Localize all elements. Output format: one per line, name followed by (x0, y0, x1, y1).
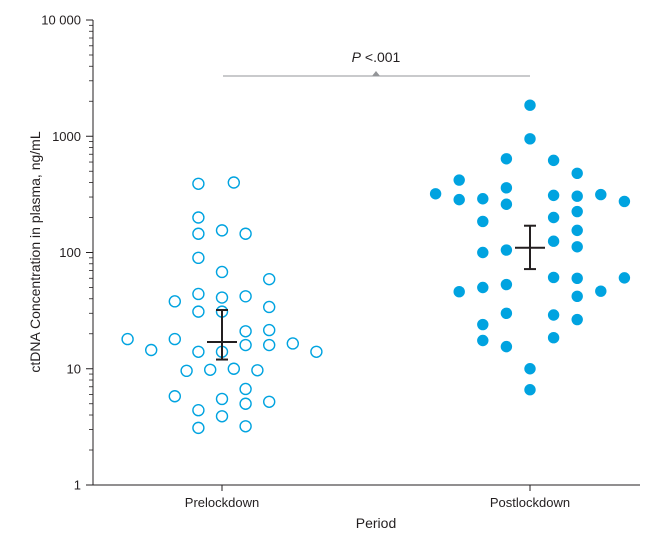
prelockdown-point (263, 272, 276, 286)
postlockdown-point (524, 384, 536, 396)
postlockdown-point (571, 290, 583, 302)
postlockdown-point (453, 193, 465, 206)
postlockdown-point (500, 307, 513, 319)
prelockdown-point (192, 403, 205, 417)
postlockdown-point (500, 244, 513, 256)
prelockdown-point (263, 338, 276, 352)
y-tick-label: 10 (67, 361, 81, 376)
postlockdown-point (618, 272, 631, 284)
prelockdown-point (192, 345, 205, 358)
data-points (121, 99, 631, 435)
postlockdown-point (547, 154, 560, 167)
y-tick-label: 10 000 (41, 13, 81, 28)
p-value: <.001 (361, 49, 401, 65)
p-value-label: P <.001 (352, 49, 401, 65)
prelockdown-point (239, 227, 252, 240)
x-axis-title: Period (356, 515, 396, 531)
postlockdown-point (429, 188, 442, 200)
prelockdown-point (251, 364, 264, 377)
postlockdown-point (477, 318, 489, 331)
postlockdown-point (477, 246, 489, 259)
prelockdown-point (239, 290, 252, 303)
postlockdown-point (500, 182, 513, 194)
y-tick-label: 1 (74, 478, 81, 493)
prelockdown-point (263, 323, 276, 337)
prelockdown-point (215, 265, 229, 279)
prelockdown-point (168, 295, 182, 308)
prelockdown-point (192, 287, 205, 301)
prelockdown-point (215, 392, 229, 406)
postlockdown-point (571, 224, 583, 237)
prelockdown-point (239, 397, 252, 410)
prelockdown-point (203, 363, 217, 376)
postlockdown-point (571, 190, 583, 202)
postlockdown-point (571, 272, 583, 284)
postlockdown-point (595, 285, 607, 297)
postlockdown-point (524, 133, 536, 145)
postlockdown-point (547, 189, 560, 202)
significance-annotation: P <.001 (223, 49, 530, 77)
prelockdown-point (263, 300, 276, 314)
postlockdown-point (547, 271, 560, 284)
prelockdown-point (192, 211, 205, 224)
p-symbol: P (352, 49, 362, 65)
postlockdown-point (595, 188, 607, 201)
postlockdown-point (524, 99, 536, 111)
postlockdown-point (477, 193, 489, 205)
prelockdown-point (168, 390, 182, 403)
postlockdown-point (547, 211, 560, 224)
prelockdown-point (192, 227, 205, 240)
y-axis-ticks: 1 10 100 1000 10 000 (41, 13, 93, 493)
postlockdown-point (477, 281, 489, 294)
postlockdown-point (571, 313, 583, 326)
y-axis-title: ctDNA Concentration in plasma, ng/mL (27, 131, 43, 372)
y-tick-label: 1000 (52, 129, 81, 144)
prelockdown-point (192, 177, 205, 190)
prelockdown-point (215, 224, 229, 237)
prelockdown-point (286, 337, 299, 350)
prelockdown-point (239, 338, 252, 352)
prelockdown-point (192, 305, 205, 318)
prelockdown-point (310, 345, 323, 358)
postlockdown-point (477, 334, 489, 347)
summary-markers (207, 224, 545, 361)
prelockdown-point (263, 395, 276, 408)
prelockdown-point (227, 362, 241, 375)
postlockdown-point (618, 195, 631, 208)
prelockdown-point (121, 332, 134, 346)
postlockdown-point (500, 153, 513, 165)
prelockdown-point (144, 343, 158, 357)
x-tick-label: Postlockdown (490, 495, 570, 510)
x-tick-label: Prelockdown (185, 495, 259, 510)
postlockdown-point (547, 309, 560, 321)
postlockdown-point (571, 205, 583, 218)
prelockdown-point (168, 332, 182, 346)
prelockdown-point (180, 364, 193, 378)
postlockdown-point (500, 198, 513, 210)
prelockdown-point (239, 325, 252, 338)
postlockdown-point (524, 363, 536, 375)
postlockdown-point (547, 235, 560, 247)
postlockdown-point (571, 241, 583, 253)
prelockdown-point (215, 291, 229, 304)
prelockdown-point (192, 251, 205, 265)
postlockdown-point (453, 174, 465, 186)
x-axis-ticks: Prelockdown Postlockdown (185, 485, 570, 510)
prelockdown-point (192, 421, 205, 435)
postlockdown-point (453, 286, 465, 298)
postlockdown-point (571, 167, 583, 180)
prelockdown-point (239, 382, 252, 396)
postlockdown-point (500, 340, 513, 353)
prelockdown-point (227, 176, 241, 189)
postlockdown-point (547, 331, 560, 344)
postlockdown-point (500, 278, 513, 291)
prelockdown-point (215, 410, 229, 423)
prelockdown-point (239, 420, 252, 433)
significance-marker (372, 71, 380, 76)
postlockdown-point (477, 215, 489, 228)
y-tick-label: 100 (59, 245, 81, 260)
